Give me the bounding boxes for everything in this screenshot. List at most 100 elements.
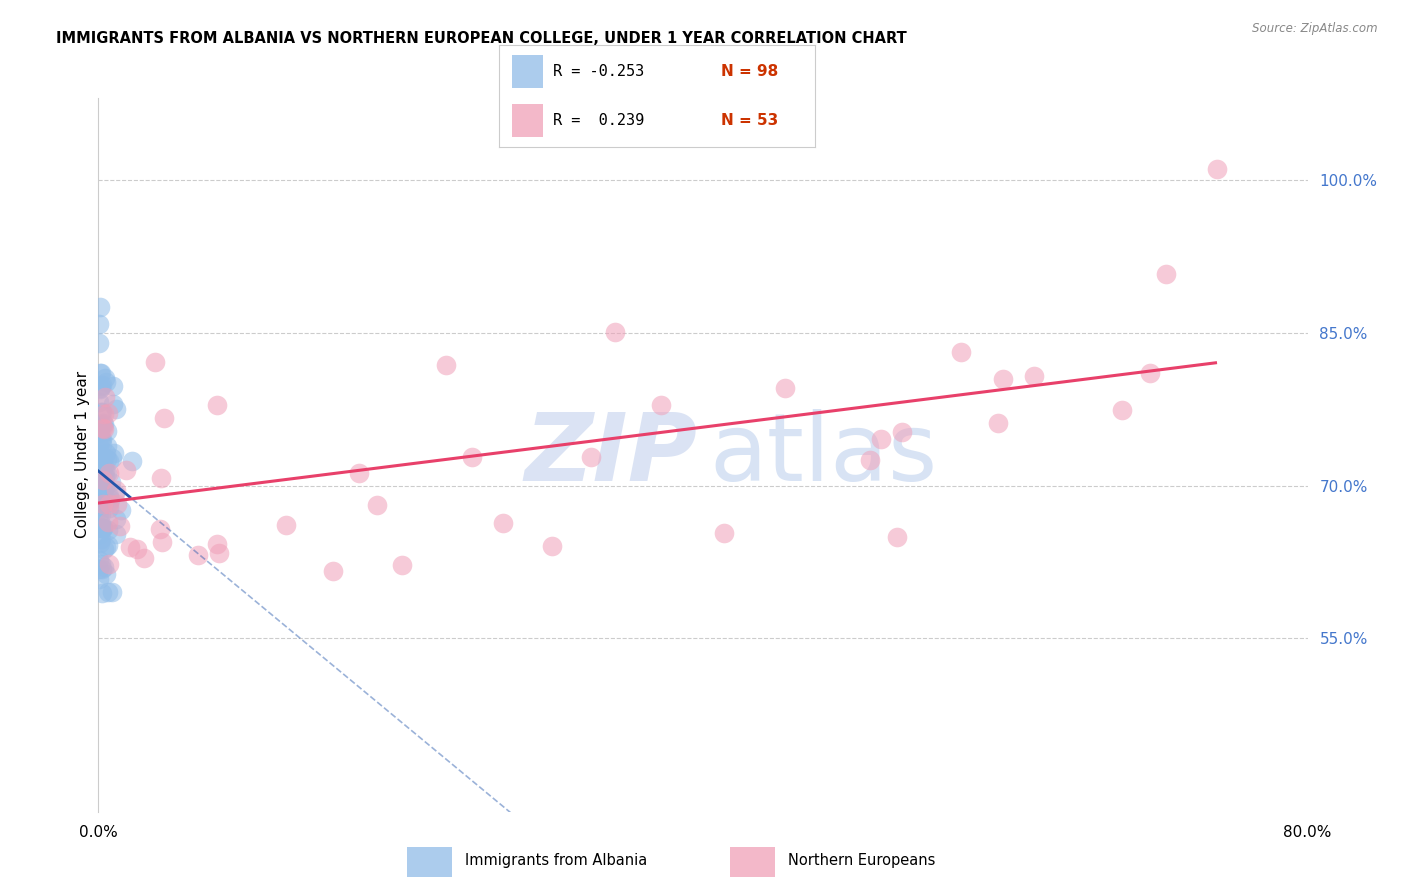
Point bbox=[91, 485, 114, 500]
Point bbox=[91, 473, 114, 487]
Point bbox=[89, 507, 111, 521]
Point bbox=[97, 557, 120, 571]
Point bbox=[434, 358, 457, 372]
Point bbox=[603, 325, 626, 339]
Point bbox=[127, 542, 149, 557]
Point bbox=[1111, 402, 1133, 417]
Point bbox=[869, 432, 891, 446]
Point bbox=[89, 454, 111, 468]
Point bbox=[91, 416, 114, 430]
Point bbox=[276, 517, 298, 532]
Point bbox=[100, 475, 122, 490]
Point bbox=[87, 494, 110, 508]
Point bbox=[93, 390, 115, 404]
Point bbox=[90, 586, 112, 600]
Point bbox=[97, 466, 120, 480]
Point bbox=[93, 422, 115, 436]
Point bbox=[104, 527, 127, 541]
Point bbox=[205, 537, 228, 551]
Point bbox=[96, 451, 118, 466]
Point bbox=[492, 516, 515, 531]
Point bbox=[149, 470, 172, 484]
Point bbox=[96, 540, 118, 554]
Point bbox=[713, 525, 735, 540]
Point bbox=[93, 480, 115, 494]
Point bbox=[90, 516, 112, 531]
Point bbox=[89, 367, 111, 381]
Point bbox=[132, 551, 155, 566]
Point bbox=[89, 382, 111, 396]
Point bbox=[105, 483, 128, 498]
Bar bbox=[512, 55, 543, 87]
Point bbox=[91, 521, 114, 535]
Point bbox=[98, 500, 121, 515]
Point bbox=[101, 585, 124, 599]
Point bbox=[775, 381, 797, 395]
Point bbox=[886, 530, 908, 544]
Text: R = -0.253: R = -0.253 bbox=[553, 63, 644, 78]
Point bbox=[91, 463, 114, 477]
Point bbox=[110, 503, 132, 517]
Text: Source: ZipAtlas.com: Source: ZipAtlas.com bbox=[1253, 22, 1378, 36]
Point bbox=[118, 540, 141, 554]
Point bbox=[93, 371, 115, 385]
Point bbox=[89, 553, 111, 567]
Point bbox=[97, 538, 120, 552]
Point bbox=[89, 335, 111, 350]
Point bbox=[89, 463, 111, 477]
Point bbox=[98, 492, 121, 507]
Point bbox=[87, 493, 110, 508]
Point bbox=[87, 562, 110, 576]
Point bbox=[96, 424, 118, 438]
Point bbox=[89, 461, 111, 475]
Point bbox=[98, 497, 121, 511]
Point bbox=[87, 573, 110, 587]
Point bbox=[90, 499, 112, 513]
Point bbox=[890, 425, 912, 439]
Point bbox=[93, 417, 115, 431]
Point bbox=[187, 548, 209, 562]
Point bbox=[121, 454, 143, 468]
Point bbox=[94, 446, 117, 460]
Point bbox=[98, 453, 121, 467]
Point bbox=[93, 542, 115, 557]
Text: ZIP: ZIP bbox=[524, 409, 697, 501]
Point bbox=[991, 372, 1014, 386]
Point bbox=[859, 453, 882, 467]
Point bbox=[89, 535, 111, 549]
Point bbox=[96, 466, 118, 480]
Point bbox=[91, 497, 114, 511]
Point bbox=[1022, 369, 1045, 384]
Point bbox=[90, 377, 112, 392]
Point bbox=[153, 411, 176, 425]
Point bbox=[97, 585, 120, 599]
Point bbox=[89, 466, 111, 480]
Text: IMMIGRANTS FROM ALBANIA VS NORTHERN EUROPEAN COLLEGE, UNDER 1 YEAR CORRELATION C: IMMIGRANTS FROM ALBANIA VS NORTHERN EURO… bbox=[56, 31, 907, 46]
Point bbox=[89, 497, 111, 511]
Point bbox=[91, 437, 114, 451]
Point bbox=[103, 445, 125, 459]
Point bbox=[101, 379, 124, 393]
Point bbox=[97, 524, 120, 538]
Point bbox=[90, 379, 112, 393]
Point bbox=[90, 457, 112, 471]
Point bbox=[94, 375, 117, 389]
Point bbox=[93, 459, 115, 474]
Point bbox=[207, 398, 229, 412]
Point bbox=[89, 487, 111, 501]
Point bbox=[541, 539, 564, 553]
Point bbox=[90, 417, 112, 432]
Point bbox=[93, 560, 115, 574]
Text: R =  0.239: R = 0.239 bbox=[553, 113, 644, 128]
Point bbox=[90, 405, 112, 419]
Point bbox=[94, 566, 117, 581]
Bar bbox=[406, 847, 451, 877]
Point bbox=[105, 401, 128, 416]
Text: Immigrants from Albania: Immigrants from Albania bbox=[465, 854, 647, 868]
Point bbox=[90, 532, 112, 546]
Point bbox=[105, 512, 128, 526]
Point bbox=[347, 466, 370, 480]
Point bbox=[90, 493, 112, 508]
Point bbox=[87, 471, 110, 485]
Point bbox=[94, 464, 117, 478]
